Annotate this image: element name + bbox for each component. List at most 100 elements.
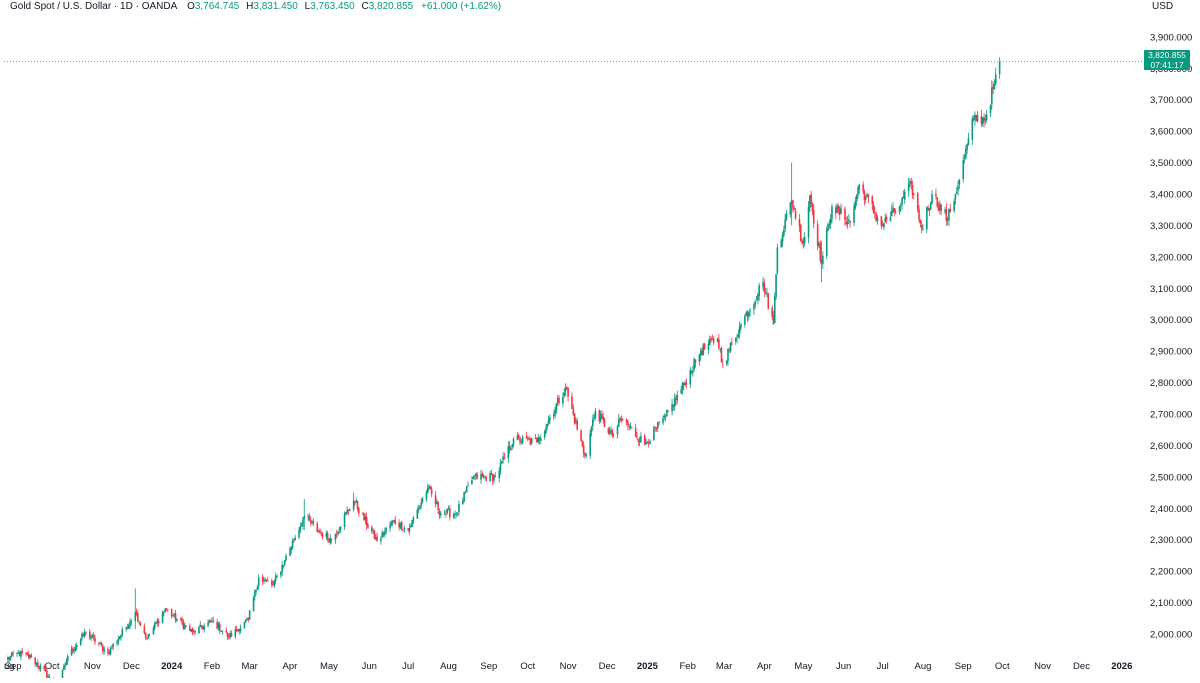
candle-body — [83, 632, 86, 636]
candle-body — [363, 513, 365, 520]
candle-body — [338, 529, 341, 531]
candle-body — [293, 540, 295, 542]
candle-body — [153, 623, 156, 629]
candle-body — [845, 221, 848, 225]
candle-body — [527, 439, 529, 440]
candle-body — [731, 342, 733, 344]
candle-body — [749, 309, 751, 312]
candle-body — [984, 118, 987, 121]
candle-body — [430, 488, 433, 495]
candle-body — [549, 417, 551, 421]
candle-body — [265, 579, 268, 581]
candle-body — [520, 441, 523, 443]
candle-body — [411, 520, 413, 527]
last-price-tag: 3,820.855 07:41:17 — [1144, 50, 1190, 70]
candle-body — [473, 475, 476, 477]
candle-body — [361, 512, 364, 514]
candle-body — [289, 548, 291, 556]
candle-body — [566, 387, 568, 389]
candle-body — [485, 476, 488, 481]
candle-body — [202, 626, 204, 630]
candle-body — [584, 452, 586, 457]
candle-body — [402, 530, 404, 531]
currency-label[interactable]: USD — [1152, 1, 1174, 12]
candle-body — [179, 618, 182, 620]
candle-body — [922, 228, 924, 230]
candle-body — [793, 208, 796, 211]
candle-body — [176, 618, 178, 621]
candle-body — [640, 436, 642, 443]
candle-body — [276, 575, 278, 577]
candle-body — [400, 521, 403, 531]
candle-body — [603, 418, 606, 428]
candle-body — [410, 525, 412, 528]
candle-body — [716, 338, 719, 342]
candle-body — [563, 392, 566, 397]
candle-body — [784, 219, 786, 230]
candle-body — [434, 495, 437, 504]
candle-body — [935, 193, 937, 197]
candle-body — [70, 648, 73, 656]
candle-body — [601, 414, 603, 418]
price-tick-label: 2,200.000 — [1150, 567, 1192, 578]
candle-body — [666, 409, 668, 417]
candle-body — [558, 397, 560, 404]
candle-body — [876, 217, 879, 222]
candle-body — [194, 630, 196, 633]
candle-body — [675, 399, 677, 401]
candle-body — [280, 571, 282, 576]
candle-body — [530, 438, 533, 444]
candle-body — [471, 479, 473, 485]
candle-body — [985, 114, 988, 120]
candle-body — [745, 312, 747, 316]
candle-body — [616, 426, 619, 435]
time-tick-label: 2024 — [161, 661, 183, 672]
candle-body — [38, 666, 40, 669]
candle-body — [462, 500, 464, 505]
candle-body — [780, 240, 783, 248]
candle-body — [729, 342, 732, 352]
candle-body — [426, 487, 429, 493]
symbol-header: Gold Spot / U.S. Dollar · 1D · OANDA O3,… — [10, 0, 501, 16]
candle-body — [536, 438, 538, 443]
candle-body — [458, 503, 460, 513]
candle-body — [417, 509, 420, 510]
candle-body — [693, 358, 695, 370]
candle-body — [371, 527, 373, 532]
candle-body — [590, 427, 593, 433]
candle-body — [20, 651, 22, 657]
time-tick-label: Apr — [283, 661, 298, 672]
candle-body — [330, 538, 333, 540]
candle-body — [963, 157, 966, 159]
candle-body — [554, 409, 556, 415]
time-tick-label: Oct — [995, 661, 1010, 672]
high-value: 3,831.450 — [253, 1, 298, 12]
candle-body — [900, 205, 902, 207]
candle-body — [953, 200, 955, 211]
price-tick-label: 2,600.000 — [1150, 441, 1192, 452]
candle-body — [75, 645, 78, 647]
change-value: +61.000 (+1.62%) — [421, 1, 502, 12]
candle-body — [452, 513, 455, 518]
candle-body — [209, 620, 212, 623]
candle-body — [576, 420, 578, 430]
candle-body — [519, 437, 521, 443]
time-tick-label: Aug — [440, 661, 457, 672]
candle-body — [126, 627, 129, 629]
price-axis: 2,000.000 2,100.000 2,200.000 2,300.000 2,40… — [1150, 32, 1192, 640]
candle-body — [701, 349, 703, 356]
candle-body — [634, 427, 637, 437]
candle-body — [718, 339, 720, 348]
price-tick-label: 3,100.000 — [1150, 284, 1192, 295]
symbol-title[interactable]: Gold Spot / U.S. Dollar · 1D · OANDA — [10, 1, 178, 12]
candle-body — [646, 442, 649, 444]
candle-body — [580, 430, 582, 442]
candle-body — [380, 538, 382, 542]
candle-body — [846, 221, 849, 225]
candle-body — [107, 649, 109, 653]
candle-body — [439, 513, 442, 516]
candle-body — [926, 206, 928, 230]
candle-body — [101, 645, 104, 651]
